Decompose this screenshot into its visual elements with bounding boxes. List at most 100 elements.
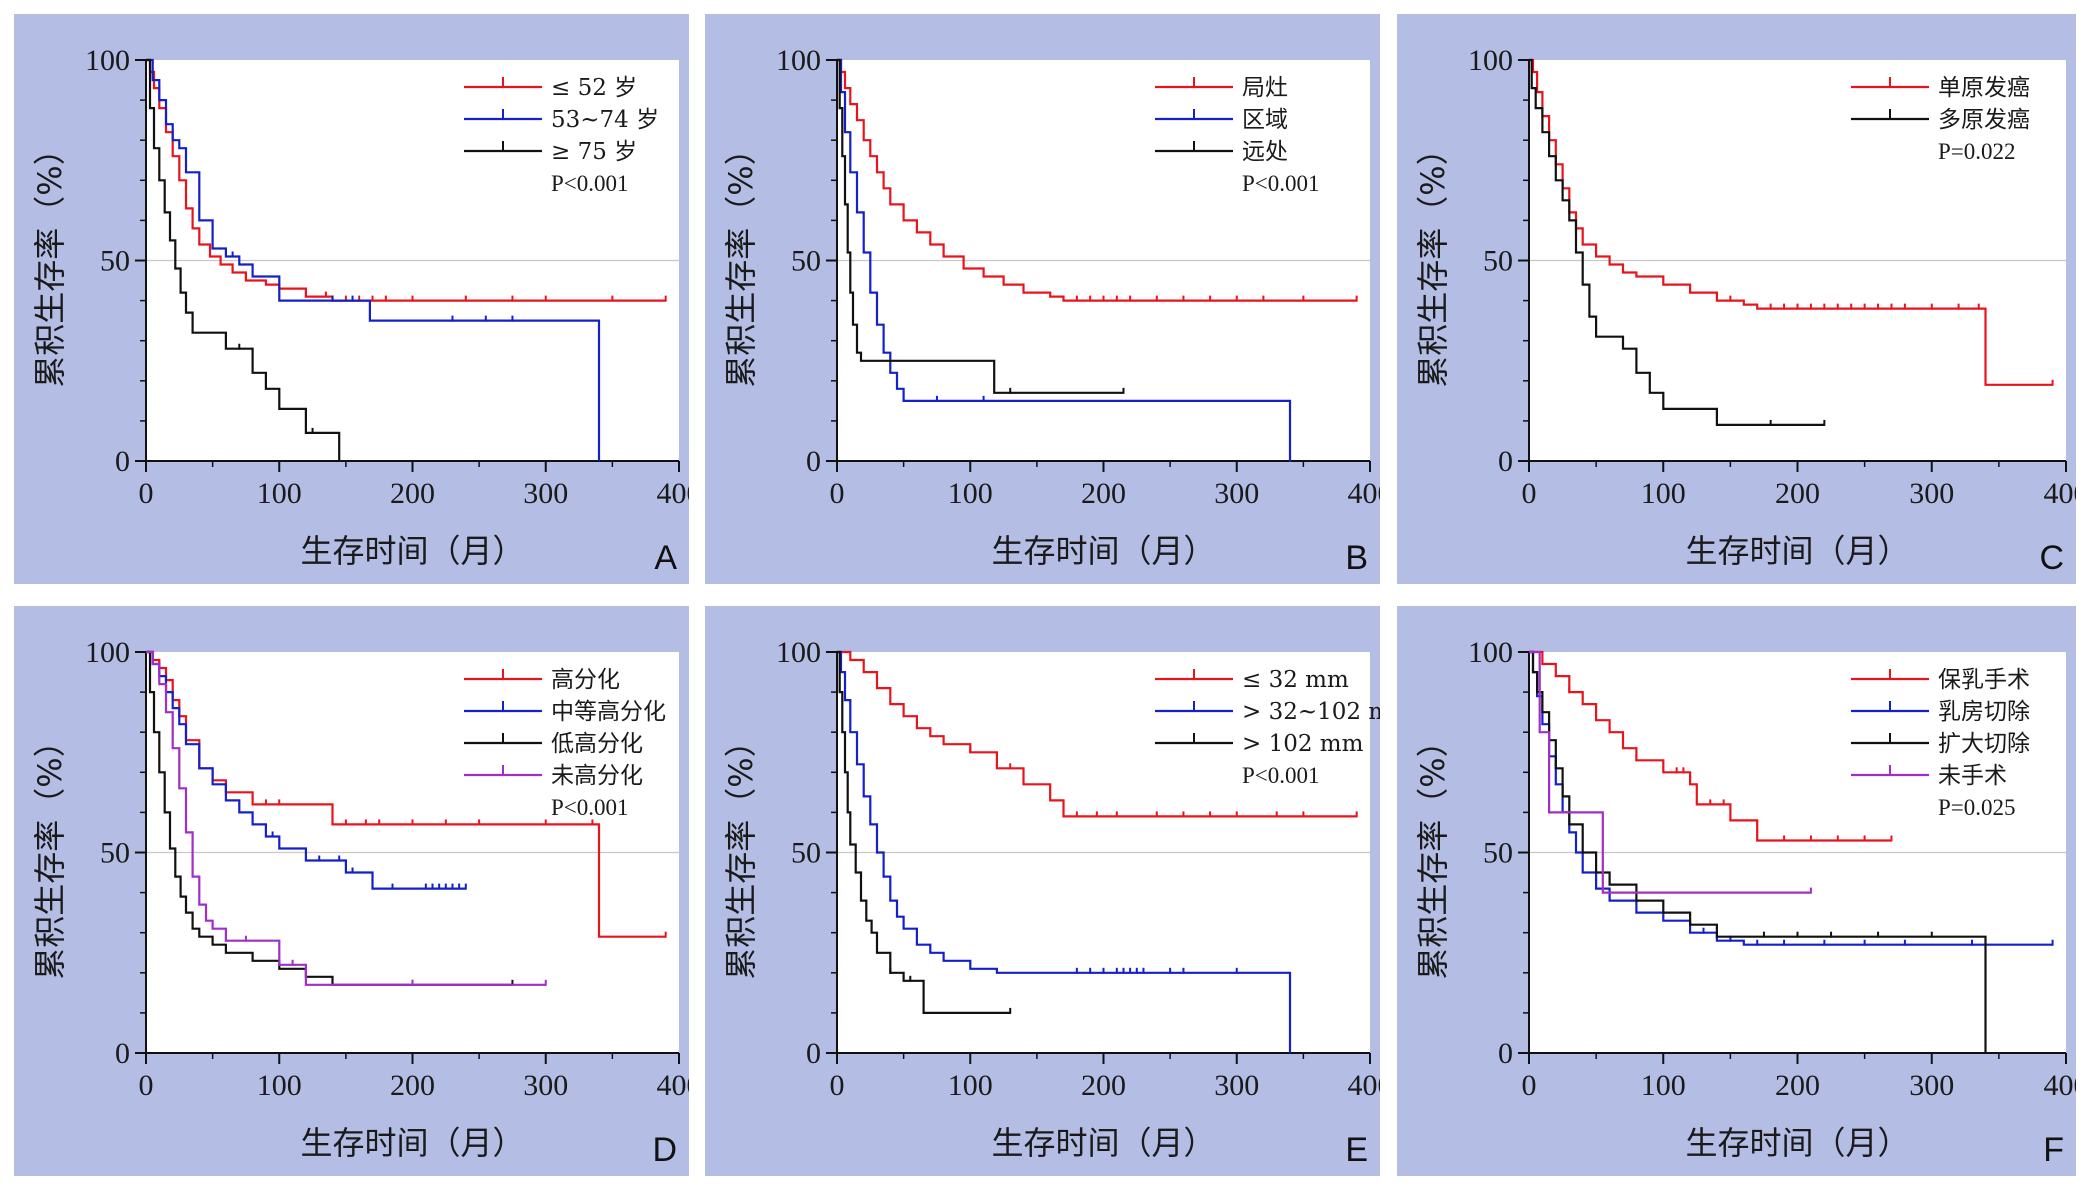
- legend-label: 保乳手术: [1938, 667, 2030, 693]
- panel-c: 0 50 100 0 100 200 300 400 生存时间（月） 累积生存率（%） C 单原发癌多…: [1397, 14, 2076, 584]
- x-axis-title: 生存时间（月）: [1685, 532, 1909, 570]
- y-tick-label: 50: [100, 837, 130, 870]
- x-tick-label: 300: [523, 1069, 568, 1102]
- y-tick-label: 50: [100, 245, 130, 278]
- y-tick-label: 100: [85, 44, 130, 77]
- x-axis-title: 生存时间（月）: [300, 532, 524, 570]
- panel-letter: D: [652, 1131, 677, 1169]
- p-value: P=0.022: [1938, 139, 2016, 164]
- y-tick-label: 0: [806, 445, 821, 478]
- legend-label: 53~74 岁: [551, 107, 659, 133]
- p-value: P<0.001: [1242, 171, 1320, 196]
- x-axis-title: 生存时间（月）: [991, 1124, 1215, 1162]
- x-axis-title: 生存时间（月）: [300, 1124, 524, 1162]
- x-tick-label: 300: [1214, 1069, 1259, 1102]
- y-tick-label: 0: [115, 1037, 130, 1070]
- y-tick-label: 0: [1498, 445, 1513, 478]
- panel-d: 0 50 100 0 100 200 300 400 生存时间（月） 累积生存率（%） D 高分化中等…: [14, 606, 689, 1176]
- x-tick-label: 300: [523, 477, 568, 510]
- y-axis-title: 累积生存率（%）: [31, 725, 69, 979]
- survival-curve: [146, 650, 546, 986]
- panel-letter: E: [1345, 1131, 1368, 1169]
- survival-curve: [1529, 58, 2053, 386]
- survival-curve: [146, 650, 513, 986]
- y-tick-label: 0: [115, 445, 130, 478]
- x-tick-label: 200: [390, 477, 435, 510]
- legend-label: 扩大切除: [1938, 731, 2030, 757]
- y-tick-label: 100: [776, 636, 821, 669]
- legend-label: 高分化: [551, 667, 620, 693]
- legend-label: 中等高分化: [551, 699, 666, 725]
- legend-label: 局灶: [1242, 75, 1288, 101]
- y-axis-title: 累积生存率（%）: [1414, 725, 1452, 979]
- chart-b: 0 50 100 0 100 200 300 400 生存时间（月） 累积生存率（%） B 局灶区域远…: [722, 44, 1381, 577]
- x-tick-label: 400: [2044, 477, 2077, 510]
- x-tick-label: 100: [1641, 1069, 1686, 1102]
- survival-curve: [146, 58, 341, 461]
- y-tick-label: 100: [85, 636, 130, 669]
- legend-label: ≥ 75 岁: [551, 139, 637, 165]
- x-tick-label: 100: [257, 477, 302, 510]
- p-value: P<0.001: [551, 795, 629, 820]
- y-tick-label: 100: [776, 44, 821, 77]
- x-axis-title: 生存时间（月）: [991, 532, 1215, 570]
- x-axis-title: 生存时间（月）: [1685, 1124, 1909, 1162]
- panel-letter: F: [2043, 1131, 2064, 1169]
- legend-label: ≤ 32 mm: [1242, 667, 1349, 693]
- survival-curve: [1529, 58, 1825, 426]
- survival-curve: [837, 650, 1292, 1053]
- panel-b: 0 50 100 0 100 200 300 400 生存时间（月） 累积生存率（%） B 局灶区域远…: [705, 14, 1380, 584]
- y-axis-title: 累积生存率（%）: [722, 725, 760, 979]
- survival-curve: [146, 58, 601, 461]
- legend-label: > 32~102 mm: [1242, 699, 1380, 725]
- y-tick-label: 100: [1468, 636, 1513, 669]
- survival-curve: [1529, 650, 1987, 1053]
- x-tick-label: 300: [1909, 477, 1954, 510]
- legend-label: 远处: [1242, 139, 1288, 165]
- legend-label: 乳房切除: [1938, 699, 2030, 725]
- chart-c: 0 50 100 0 100 200 300 400 生存时间（月） 累积生存率（%） C 单原发癌多…: [1414, 44, 2077, 577]
- survival-curve: [1529, 650, 1892, 842]
- x-tick-label: 300: [1214, 477, 1259, 510]
- x-tick-label: 200: [1081, 1069, 1126, 1102]
- p-value: P<0.001: [551, 171, 629, 196]
- y-tick-label: 100: [1468, 44, 1513, 77]
- x-tick-label: 0: [139, 477, 154, 510]
- panel-letter: B: [1345, 539, 1368, 577]
- x-tick-label: 0: [139, 1069, 154, 1102]
- legend-label: 多原发癌: [1938, 107, 2030, 133]
- survival-curve: [837, 58, 1124, 394]
- legend-label: 未手术: [1938, 763, 2007, 789]
- x-tick-label: 0: [1522, 1069, 1537, 1102]
- legend-label: > 102 mm: [1242, 731, 1364, 757]
- survival-curve: [1529, 650, 1811, 894]
- panel-letter: C: [2039, 539, 2064, 577]
- y-tick-label: 0: [806, 1037, 821, 1070]
- x-tick-label: 400: [1348, 477, 1381, 510]
- x-tick-label: 0: [830, 477, 845, 510]
- survival-curve: [837, 650, 1011, 1014]
- x-tick-label: 100: [1641, 477, 1686, 510]
- x-tick-label: 200: [1081, 477, 1126, 510]
- survival-curve: [837, 58, 1292, 461]
- x-tick-label: 200: [1775, 1069, 1820, 1102]
- y-tick-label: 50: [791, 837, 821, 870]
- y-tick-label: 50: [791, 245, 821, 278]
- x-tick-label: 400: [657, 477, 690, 510]
- p-value: P<0.001: [1242, 763, 1320, 788]
- y-axis-title: 累积生存率（%）: [31, 133, 69, 387]
- x-tick-label: 200: [390, 1069, 435, 1102]
- survival-curve: [837, 58, 1357, 302]
- chart-f: 0 50 100 0 100 200 300 400 生存时间（月） 累积生存率（%） F 保乳手术乳…: [1414, 636, 2077, 1169]
- y-tick-label: 0: [1498, 1037, 1513, 1070]
- panel-a: 0 50 100 0 100 200 300 400 生存时间（月） 累积生存率（%） A ≤ 52 …: [14, 14, 689, 584]
- panel-e: 0 50 100 0 100 200 300 400 生存时间（月） 累积生存率（%） E ≤ 32 …: [705, 606, 1380, 1176]
- chart-a: 0 50 100 0 100 200 300 400 生存时间（月） 累积生存率（%） A ≤ 52 …: [31, 44, 690, 577]
- legend-label: 低高分化: [551, 731, 643, 757]
- panel-f: 0 50 100 0 100 200 300 400 生存时间（月） 累积生存率（%） F 保乳手术乳…: [1397, 606, 2076, 1176]
- y-tick-label: 50: [1483, 837, 1513, 870]
- x-tick-label: 100: [948, 1069, 993, 1102]
- x-tick-label: 400: [2044, 1069, 2077, 1102]
- x-tick-label: 400: [657, 1069, 690, 1102]
